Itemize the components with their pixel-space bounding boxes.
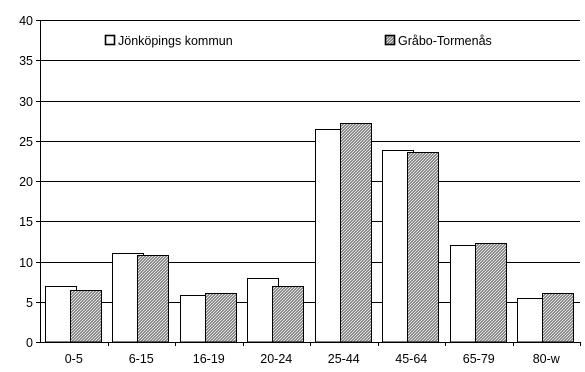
bar-grabo-16-19 [205, 293, 237, 343]
x-tick-label: 16-19 [193, 352, 225, 366]
x-tick-label: 65-79 [463, 352, 495, 366]
bar-grabo-6-15 [137, 255, 169, 343]
y-tick-label: 30 [19, 95, 33, 109]
y-tick-label: 15 [19, 215, 33, 229]
legend-swatch-grabo [384, 34, 396, 46]
bar-grabo-45-64 [407, 152, 439, 343]
y-tick-label: 0 [26, 336, 33, 350]
y-tick-label: 25 [19, 135, 33, 149]
y-tick-label: 40 [19, 14, 33, 28]
x-tick-label: 25-44 [328, 352, 360, 366]
bar-grabo-25-44 [340, 123, 372, 343]
x-tick-label: 0-5 [65, 352, 83, 366]
bar-grabo-20-24 [272, 286, 304, 343]
bar-grabo-0-5 [70, 290, 102, 343]
bar-grabo-80-w [542, 293, 574, 343]
y-tick-label: 20 [19, 175, 33, 189]
legend-label-jonkopings: Jönköpings kommun [118, 34, 233, 48]
legend: Jönköpings kommun Gråbo-Tormenås [60, 26, 568, 54]
x-tick-label: 20-24 [260, 352, 292, 366]
legend-background [60, 26, 568, 54]
x-tick-label: 45-64 [395, 352, 427, 366]
legend-label-grabo: Gråbo-Tormenås [398, 34, 492, 48]
bar-grabo-65-79 [475, 243, 507, 343]
y-tick-label: 5 [26, 296, 33, 310]
legend-swatch-jonkopings [104, 34, 116, 46]
x-tick-label: 80-w [533, 352, 561, 366]
axes: 0 5 10 15 20 25 30 35 40 0-5 6-15 16-19 20-24 25-44 45… [19, 14, 581, 366]
bars [45, 123, 574, 343]
y-tick-label: 10 [19, 256, 33, 270]
y-tick-label: 35 [19, 54, 33, 68]
x-tick-label: 6-15 [129, 352, 154, 366]
